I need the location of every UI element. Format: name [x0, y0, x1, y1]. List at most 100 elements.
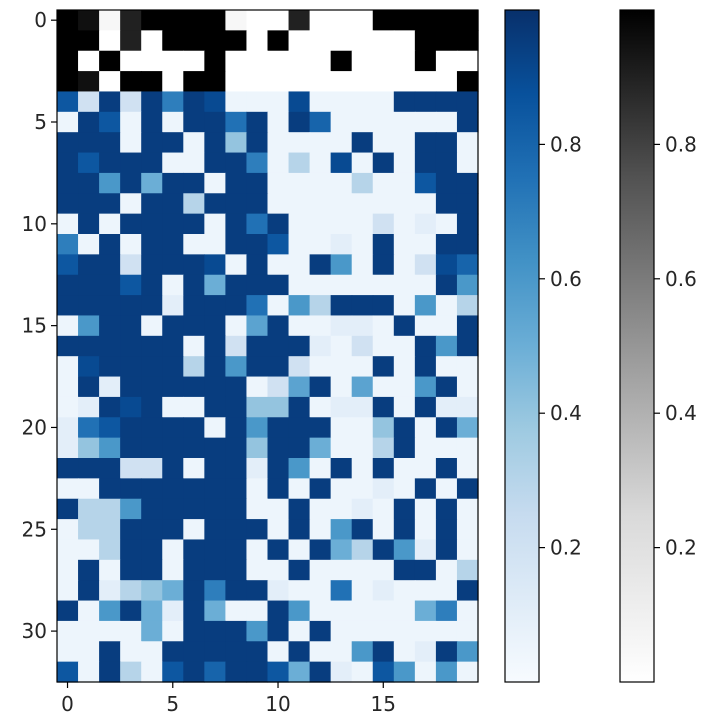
- heatmap-cell: [267, 132, 290, 154]
- heatmap-cell: [267, 600, 290, 622]
- heatmap-cell: [204, 498, 226, 520]
- heatmap-cell: [288, 478, 311, 500]
- heatmap-cell: [99, 600, 121, 622]
- heatmap-cell: [57, 132, 79, 154]
- heatmap-cell: [414, 539, 437, 561]
- heatmap-cell: [351, 396, 374, 418]
- colorbar-greys-tick-label: 0.2: [665, 536, 697, 560]
- heatmap-cell: [267, 274, 290, 296]
- heatmap-cell: [309, 580, 332, 602]
- heatmap-cell: [309, 458, 332, 479]
- heatmap-cell: [456, 315, 479, 337]
- heatmap-cell: [246, 315, 269, 337]
- heatmap-cell: [141, 641, 163, 663]
- heatmap-cells: [57, 10, 479, 683]
- heatmap-cell: [309, 50, 332, 72]
- heatmap-cell: [162, 315, 184, 337]
- heatmap-cell: [162, 641, 184, 663]
- heatmap-cell: [120, 356, 142, 378]
- heatmap-cell: [288, 295, 311, 317]
- colorbar-blues-tick-label: 0.8: [550, 132, 582, 156]
- heatmap-cell: [78, 335, 100, 357]
- heatmap-cell: [372, 661, 395, 683]
- heatmap-cell: [372, 274, 395, 296]
- heatmap-cell: [162, 376, 184, 398]
- heatmap-cell: [162, 661, 184, 683]
- heatmap-cell: [372, 641, 395, 663]
- heatmap-cell: [372, 315, 395, 337]
- heatmap-cell: [99, 620, 121, 642]
- heatmap-cell: [246, 620, 269, 642]
- heatmap-cell: [57, 437, 79, 459]
- heatmap-cell: [183, 661, 205, 683]
- heatmap-cell: [330, 519, 353, 541]
- heatmap-cell: [246, 458, 269, 479]
- heatmap-cell: [351, 335, 374, 357]
- heatmap-cell: [204, 458, 226, 479]
- heatmap-cell: [414, 132, 437, 154]
- heatmap-cell: [456, 498, 479, 520]
- heatmap-cell: [372, 234, 395, 255]
- heatmap-cell: [141, 193, 163, 215]
- heatmap-cell: [162, 50, 184, 72]
- heatmap-cell: [78, 519, 100, 541]
- heatmap-cell: [393, 559, 416, 581]
- heatmap-cell: [351, 234, 374, 255]
- heatmap-cell: [246, 30, 269, 52]
- heatmap-cell: [309, 30, 332, 52]
- heatmap-cell: [120, 234, 142, 255]
- heatmap-cell: [267, 193, 290, 215]
- heatmap-cell: [99, 458, 121, 479]
- heatmap-frame: [56, 9, 479, 683]
- heatmap-cell: [351, 376, 374, 398]
- heatmap-cell: [267, 641, 290, 663]
- heatmap-cell: [120, 274, 142, 296]
- heatmap-cell: [393, 356, 416, 378]
- heatmap-cell: [351, 172, 374, 194]
- heatmap-cell: [393, 539, 416, 561]
- heatmap-cell: [267, 580, 290, 602]
- heatmap-cell: [99, 10, 121, 31]
- heatmap-cell: [456, 356, 479, 378]
- heatmap-cell: [267, 458, 290, 479]
- heatmap-cell: [414, 437, 437, 459]
- heatmap-cell: [414, 620, 437, 642]
- heatmap-cell: [456, 376, 479, 398]
- heatmap-cell: [183, 71, 205, 93]
- heatmap-cell: [456, 111, 479, 133]
- heatmap-cell: [309, 10, 332, 31]
- heatmap-cell: [456, 335, 479, 357]
- heatmap-cell: [57, 234, 79, 255]
- heatmap-cell: [330, 478, 353, 500]
- heatmap-cell: [78, 172, 100, 194]
- heatmap-cell: [99, 50, 121, 72]
- heatmap-cell: [183, 91, 205, 113]
- heatmap-cell: [309, 641, 332, 663]
- heatmap-cell: [99, 234, 121, 255]
- heatmap-cell: [57, 295, 79, 317]
- y-tick-label: 5: [34, 110, 47, 134]
- heatmap-cell: [57, 10, 79, 31]
- heatmap-cell: [414, 254, 437, 276]
- heatmap-cell: [414, 478, 437, 500]
- heatmap-cell: [309, 600, 332, 622]
- heatmap-cell: [120, 193, 142, 215]
- heatmap-cell: [309, 172, 332, 194]
- heatmap-cell: [309, 315, 332, 337]
- heatmap-cell: [141, 315, 163, 337]
- heatmap-cell: [351, 213, 374, 235]
- heatmap-cell: [246, 356, 269, 378]
- heatmap-cell: [330, 152, 353, 174]
- heatmap-cell: [120, 315, 142, 337]
- heatmap-cell: [246, 396, 269, 418]
- heatmap-cell: [78, 620, 100, 642]
- heatmap-cell: [288, 111, 311, 133]
- heatmap-cell: [351, 559, 374, 581]
- heatmap-cell: [204, 91, 226, 113]
- heatmap-cell: [414, 600, 437, 622]
- heatmap-cell: [393, 152, 416, 174]
- heatmap-cell: [351, 193, 374, 215]
- heatmap-cell: [330, 600, 353, 622]
- heatmap-cell: [351, 478, 374, 500]
